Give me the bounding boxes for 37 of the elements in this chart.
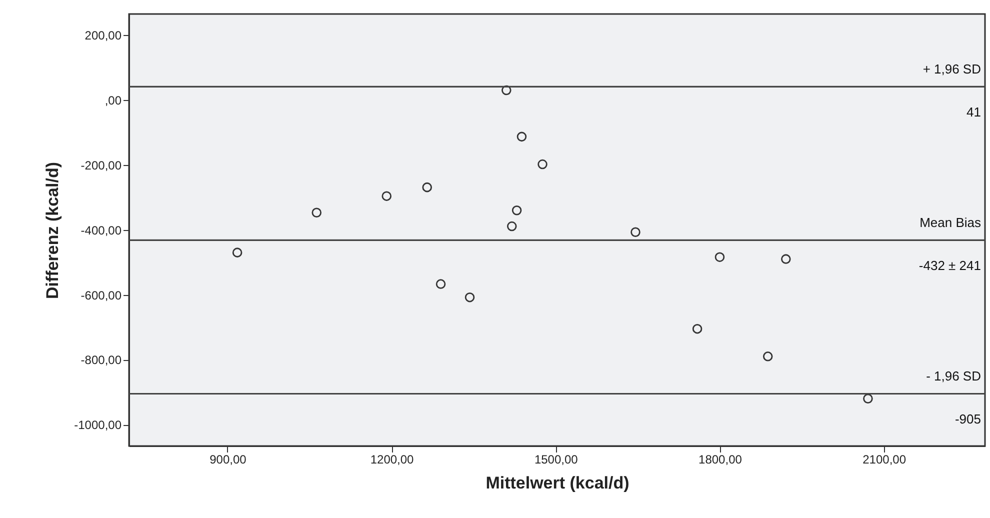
y-axis-title: Differenz (kcal/d) bbox=[43, 162, 62, 299]
x-tick-label: 1500,00 bbox=[534, 452, 578, 466]
point bbox=[692, 324, 702, 334]
point bbox=[436, 279, 446, 289]
point bbox=[422, 182, 432, 192]
x-axis-title: Mittelwert (kcal/d) bbox=[486, 474, 630, 492]
x-tick-label: 900,00 bbox=[210, 452, 247, 466]
y-tick-label: 200,00 bbox=[84, 28, 122, 43]
point bbox=[312, 208, 322, 218]
point bbox=[762, 352, 773, 362]
point bbox=[863, 394, 873, 404]
ref-line-label: Mean Bias bbox=[920, 215, 982, 230]
point bbox=[538, 159, 548, 170]
point bbox=[516, 132, 527, 142]
point bbox=[506, 221, 517, 232]
annotation: -432 ± 241 bbox=[918, 258, 981, 274]
point bbox=[630, 227, 640, 237]
point bbox=[382, 191, 392, 201]
point bbox=[512, 205, 522, 216]
y-tick-label: ,00 bbox=[104, 94, 122, 108]
y-tick-label: -400,00 bbox=[80, 223, 122, 238]
ref-line-label: + 1,96 SD bbox=[922, 62, 981, 77]
y-tick-label: -600,00 bbox=[80, 288, 122, 302]
y-tick-label: -200,00 bbox=[80, 158, 122, 172]
x-tick-label: 1200,00 bbox=[370, 452, 414, 466]
x-tick-label: 1800,00 bbox=[698, 452, 742, 466]
ref-line-label: - 1,96 SD bbox=[926, 368, 981, 384]
point bbox=[781, 254, 791, 264]
annotation: -905 bbox=[954, 412, 981, 427]
point bbox=[232, 248, 242, 258]
y-tick-label: -800,00 bbox=[80, 353, 122, 368]
y-tick-label: -1000,00 bbox=[74, 418, 122, 432]
point bbox=[464, 292, 475, 302]
x-tick-label: 2100,00 bbox=[862, 452, 906, 466]
point bbox=[502, 85, 512, 96]
point bbox=[714, 252, 725, 262]
annotation: 41 bbox=[966, 104, 981, 120]
